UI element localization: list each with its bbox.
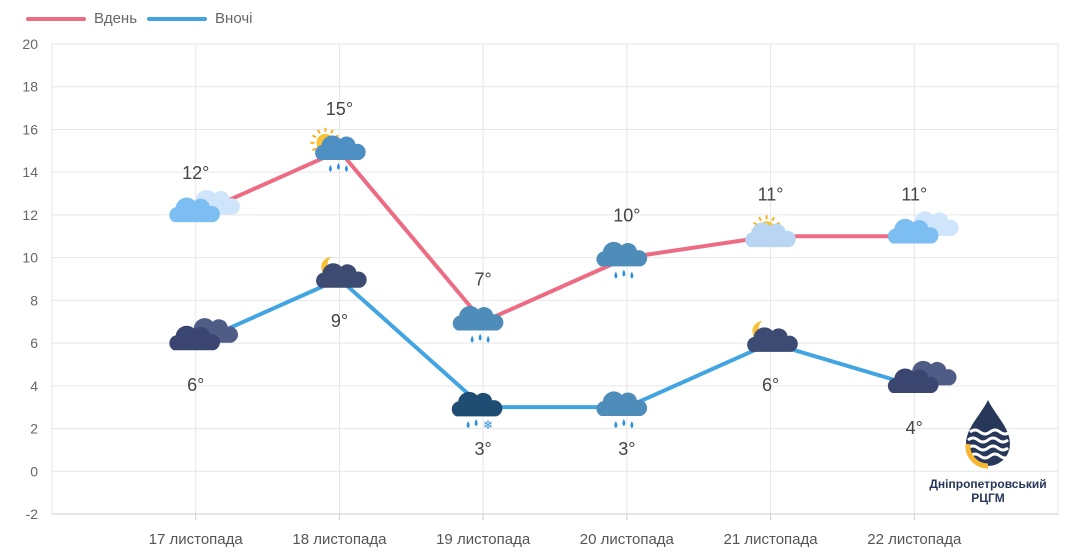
rain-drop — [336, 162, 340, 170]
cloud-shape — [596, 391, 648, 416]
rain-drop — [614, 271, 618, 279]
data-label: 10° — [613, 206, 640, 226]
x-tick-label: 18 листопада — [292, 531, 387, 548]
cloud-shape — [452, 305, 504, 331]
rain-drop — [614, 421, 618, 429]
cloud-shape — [169, 197, 220, 223]
sun-ray — [317, 129, 321, 134]
y-tick-label: 6 — [30, 335, 38, 351]
cloud-shape — [316, 263, 367, 288]
rain-drop — [344, 164, 348, 172]
x-tick-label: 21 листопада — [724, 531, 819, 548]
cloud-shape — [887, 368, 939, 394]
sun-ray — [311, 147, 317, 152]
drop-logo-icon — [965, 400, 1011, 469]
logo-line2: РЦГМ — [971, 491, 1005, 505]
data-label: 12° — [182, 163, 209, 183]
y-tick-label: 12 — [22, 207, 38, 223]
cloud-shape — [747, 327, 798, 352]
snow-flake: ❄ — [483, 418, 493, 432]
sun-ray — [330, 129, 334, 134]
x-tick-label: 22 листопада — [867, 531, 962, 548]
moon-cloud-icon — [316, 256, 367, 288]
y-tick-label: 20 — [22, 36, 38, 52]
legend: Вдень Вночі — [26, 10, 252, 27]
y-tick-label: 8 — [30, 292, 38, 308]
sun-ray — [311, 134, 317, 139]
legend-item-day[interactable]: Вдень — [26, 10, 137, 27]
cloud-shape — [169, 325, 220, 351]
cloud-shape — [745, 222, 796, 248]
logo-text: Дніпропетровський РЦГМ — [918, 477, 1058, 505]
legend-label-night: Вночі — [215, 10, 253, 27]
rain-cloud-icon — [452, 305, 504, 343]
partly-cloudy-icon — [169, 189, 240, 223]
rain-drop — [328, 164, 332, 172]
data-label: 11° — [758, 184, 784, 204]
legend-label-day: Вдень — [94, 10, 138, 27]
rain-drop — [474, 419, 478, 427]
cloud-shape — [451, 391, 503, 417]
x-tick-label: 19 листопада — [436, 531, 531, 548]
night-cloudy-icon — [887, 360, 957, 394]
legend-swatch-day — [26, 16, 86, 21]
legend-swatch-night — [147, 16, 208, 21]
series-line-segment — [624, 341, 773, 410]
y-tick-label: 2 — [30, 421, 38, 437]
moon-cloud-icon — [747, 321, 798, 352]
night-cloudy-icon — [169, 318, 238, 351]
y-tick-label: 16 — [22, 121, 38, 137]
y-tick-label: -2 — [26, 506, 39, 522]
partly-cloudy-icon — [887, 211, 959, 244]
rain-drop — [478, 333, 482, 341]
logo-line1: Дніпропетровський — [929, 477, 1047, 491]
y-tick-label: 18 — [22, 79, 38, 95]
sun-ray — [771, 216, 775, 222]
y-tick-label: 4 — [30, 378, 38, 394]
data-label: 3° — [475, 439, 492, 459]
data-label: 3° — [618, 439, 635, 459]
sun-cloud-rain-icon — [310, 127, 366, 172]
rain-drop — [630, 271, 634, 279]
data-label: 4° — [906, 418, 923, 438]
rain-drop — [622, 269, 626, 277]
legend-item-night[interactable]: Вночі — [147, 10, 252, 27]
y-tick-label: 0 — [30, 463, 38, 479]
data-label: 15° — [326, 99, 353, 119]
data-label: 11° — [901, 184, 927, 204]
cloud-shape — [315, 135, 366, 161]
rain-drop — [486, 335, 490, 343]
cloud-shape — [596, 241, 648, 267]
rain-drop — [466, 421, 470, 429]
data-label: 9° — [331, 311, 348, 331]
data-label: 6° — [762, 375, 779, 395]
logo: Дніпропетровський РЦГМ — [918, 398, 1058, 505]
rain-drop — [470, 335, 474, 343]
cloud-shape — [887, 218, 939, 244]
y-tick-label: 10 — [22, 250, 38, 266]
x-tick-label: 17 листопада — [149, 531, 244, 548]
rain-drop — [622, 419, 626, 427]
rain-cloud-icon — [596, 391, 648, 429]
rain-snow-cloud-icon: ❄ — [451, 391, 503, 432]
y-tick-label: 14 — [22, 164, 38, 180]
series-line-segment — [337, 277, 486, 410]
data-label: 6° — [187, 375, 204, 395]
x-tick-label: 20 листопада — [580, 531, 675, 548]
series-line-segment — [481, 255, 629, 324]
rain-drop — [630, 421, 634, 429]
sun-cloud-icon — [745, 215, 796, 248]
sun-ray — [758, 216, 762, 222]
series-line-segment — [337, 148, 486, 324]
data-label: 7° — [475, 270, 492, 290]
rain-cloud-icon — [596, 241, 648, 279]
